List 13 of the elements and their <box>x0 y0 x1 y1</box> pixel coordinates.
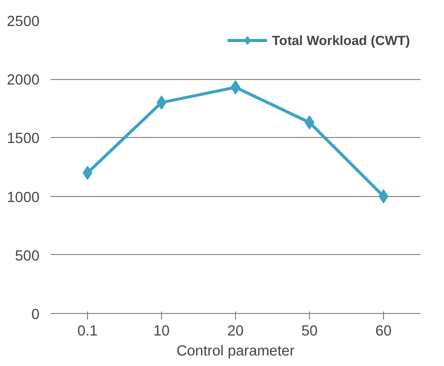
x-tick-label: 50 <box>301 324 318 340</box>
y-tick-label: 1500 <box>6 131 40 148</box>
x-tick-label: 20 <box>227 324 244 340</box>
x-tick-label: 60 <box>375 324 392 340</box>
y-tick-label: 0 <box>31 307 40 323</box>
y-tick-label: 2500 <box>6 14 40 30</box>
x-tick-label: 0.1 <box>77 324 98 340</box>
legend-label: Total Workload (CWT) <box>272 32 410 48</box>
x-axis-title: Control parameter <box>176 344 295 360</box>
y-tick-label: 500 <box>15 248 40 264</box>
y-tick-label: 2000 <box>6 72 40 89</box>
y-tick-label: 1000 <box>6 190 40 206</box>
x-tick-label: 10 <box>153 324 170 340</box>
